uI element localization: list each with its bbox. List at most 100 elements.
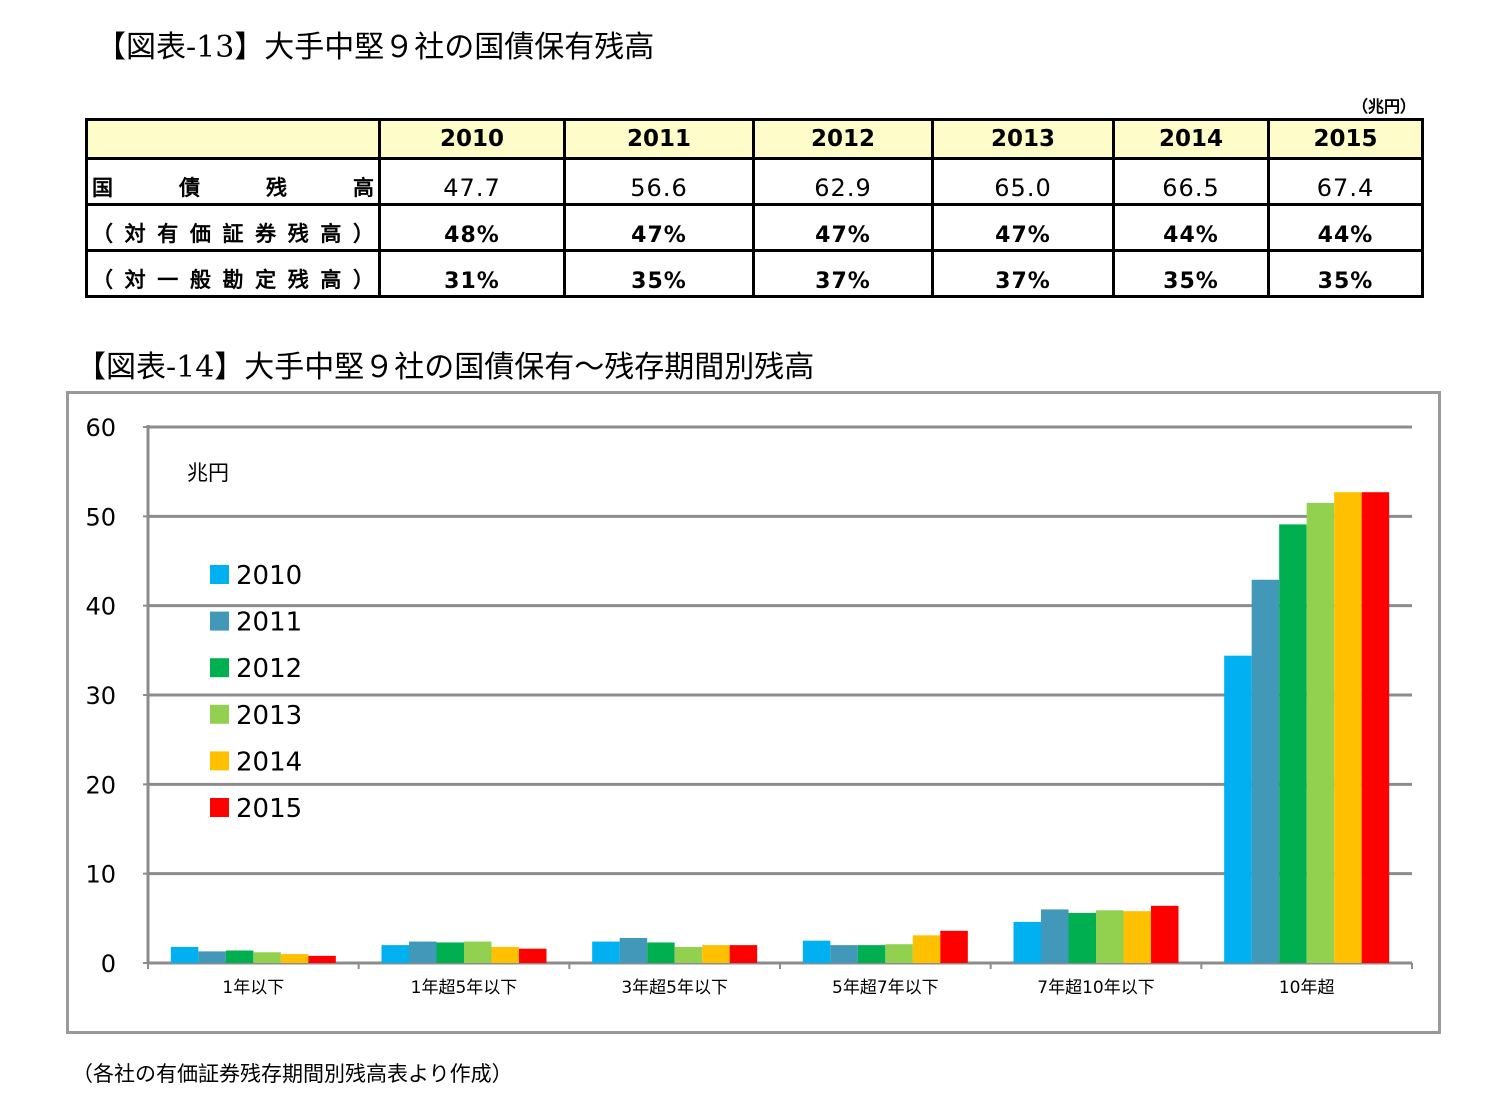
- bar-2011: [1251, 579, 1280, 963]
- row-label-char: 証: [222, 222, 244, 246]
- source-note: （各社の有価証券残存期間別残高表より作成）: [72, 1062, 513, 1086]
- row-label-char: （: [92, 268, 113, 292]
- table-header-year: 2011: [563, 118, 755, 160]
- table-cell: 47%: [563, 203, 755, 252]
- table-cell: 67.4: [1267, 157, 1424, 206]
- bar-chart: 0 10 20 30 40 50 60 1年以下 1年超5年以下 3年超5年以下 5年超7年以下 7年…: [85, 414, 1413, 998]
- row-label-char: ）: [353, 268, 374, 292]
- table-header-row: 2010 2011 2012 2013 2014 2015: [85, 118, 1424, 160]
- bar-2013: [674, 946, 703, 963]
- bar-2011: [409, 941, 437, 963]
- row-label-char: 高: [353, 176, 374, 200]
- row-label-char: 価: [189, 222, 211, 246]
- bar-2015: [308, 955, 336, 963]
- figure14-title: 【図表-14】大手中堅９社の国債保有～残存期間別残高: [76, 350, 815, 385]
- bar-2013: [253, 952, 281, 963]
- y-tick-label: 50: [85, 503, 116, 531]
- legend-swatch: [210, 798, 229, 817]
- bar-2011: [619, 937, 648, 963]
- table-cell: 35%: [563, 249, 755, 298]
- row-label-char: 般: [189, 268, 211, 292]
- table-cell: 56.6: [563, 157, 755, 206]
- row-label-char: 一: [157, 268, 179, 292]
- table-cell: 48%: [378, 203, 566, 252]
- table-header-year: 2013: [931, 118, 1115, 160]
- bar-2013: [1096, 910, 1124, 963]
- table-row: （対一般勘定残高） 31% 35% 37% 37% 35% 35%: [85, 249, 1424, 298]
- x-tick-label: 10年超: [1279, 978, 1335, 998]
- bar-2012: [225, 950, 254, 963]
- table-header-year: 2010: [378, 118, 566, 160]
- bar-2011: [198, 951, 226, 963]
- x-tick-label: 5年超7年以下: [832, 978, 939, 998]
- holdings-table: 2010 2011 2012 2013 2014 2015 国債残高 47.7 56…: [85, 118, 1424, 298]
- table-header-year: 2012: [752, 118, 934, 160]
- row-label-char: （: [92, 222, 113, 246]
- row-label-char: 国: [92, 176, 113, 200]
- legend-swatch: [210, 565, 229, 584]
- table-row-label: 国債残高: [85, 157, 381, 206]
- table-header-year: 2014: [1112, 118, 1270, 160]
- bar-2014: [1123, 911, 1151, 963]
- bar-2010: [381, 945, 409, 963]
- legend-label: 2010: [236, 561, 302, 591]
- x-tick-label: 7年超10年以下: [1037, 978, 1154, 998]
- table-cell: 47.7: [378, 157, 566, 206]
- figure13-title: 【図表-13】大手中堅９社の国債保有残高: [96, 30, 655, 65]
- table-row-label: （ 対一般勘定残高 ）: [85, 249, 381, 298]
- legend-label: 2011: [236, 608, 302, 638]
- chart-frame: 0 10 20 30 40 50 60 1年以下 1年超5年以下 3年超5年以下 5年超7年以下 7年…: [66, 391, 1441, 1034]
- bar-2012: [436, 942, 464, 963]
- table-row: （対有価証券残高） 48% 47% 47% 47% 44% 44%: [85, 203, 1424, 252]
- bar-2015: [1361, 492, 1390, 963]
- bar-2010: [592, 941, 620, 963]
- legend-swatch: [210, 704, 229, 724]
- bar-2012: [857, 945, 886, 963]
- bar-2011: [830, 945, 858, 963]
- row-label-char: 残: [287, 222, 309, 246]
- legend-swatch: [210, 611, 229, 631]
- bar-2010: [170, 946, 199, 963]
- row-label-char: 高: [320, 268, 342, 292]
- y-tick-label: 60: [85, 414, 116, 442]
- unit-label: 兆円: [187, 461, 229, 485]
- table-cell: 47%: [752, 203, 934, 252]
- y-tick-label: 30: [85, 682, 116, 710]
- legend-label: 2012: [236, 654, 302, 684]
- row-label-char: 残: [287, 268, 309, 292]
- table-cell: 37%: [752, 249, 934, 298]
- legend-label: 2014: [236, 747, 302, 777]
- legend-swatch: [210, 751, 229, 771]
- legend-swatch: [210, 658, 229, 678]
- bar-2010: [1013, 921, 1041, 963]
- x-tick-label: 1年以下: [222, 978, 284, 998]
- bar-2014: [280, 954, 309, 963]
- row-label-char: 有: [157, 222, 179, 246]
- bar-2012: [1068, 912, 1096, 963]
- bar-2013: [464, 941, 492, 963]
- row-label-char: 対: [124, 268, 146, 292]
- row-label-char: 定: [255, 268, 277, 292]
- y-tick-label: 20: [85, 771, 116, 799]
- bar-2015: [729, 945, 758, 963]
- row-label-char: 券: [255, 222, 277, 246]
- bar-2010: [1224, 655, 1252, 963]
- y-tick-label: 40: [85, 593, 116, 621]
- bar-2015: [940, 930, 968, 963]
- row-label-char: 残: [266, 176, 287, 200]
- table-header-blank: [85, 118, 381, 160]
- bar-2015: [1151, 905, 1179, 963]
- bar-2014: [491, 946, 519, 963]
- bar-2012: [647, 942, 675, 963]
- row-label-char: 勘: [222, 268, 244, 292]
- row-label-char: ）: [353, 222, 374, 246]
- row-label-char: 高: [320, 222, 342, 246]
- table-row-label: （ 対有価証券残高 ）: [85, 203, 381, 252]
- table-cell: 37%: [931, 249, 1115, 298]
- row-label-char: 対: [124, 222, 146, 246]
- x-tick-label: 1年超5年以下: [411, 978, 518, 998]
- table-row: 国 債 残 高 47.7 56.6 62.9 65.0 66.5 67.4: [85, 157, 1424, 206]
- bar-2010: [802, 940, 831, 963]
- table-cell: 66.5: [1112, 157, 1270, 206]
- table-unit-label: （兆円）: [1352, 97, 1417, 116]
